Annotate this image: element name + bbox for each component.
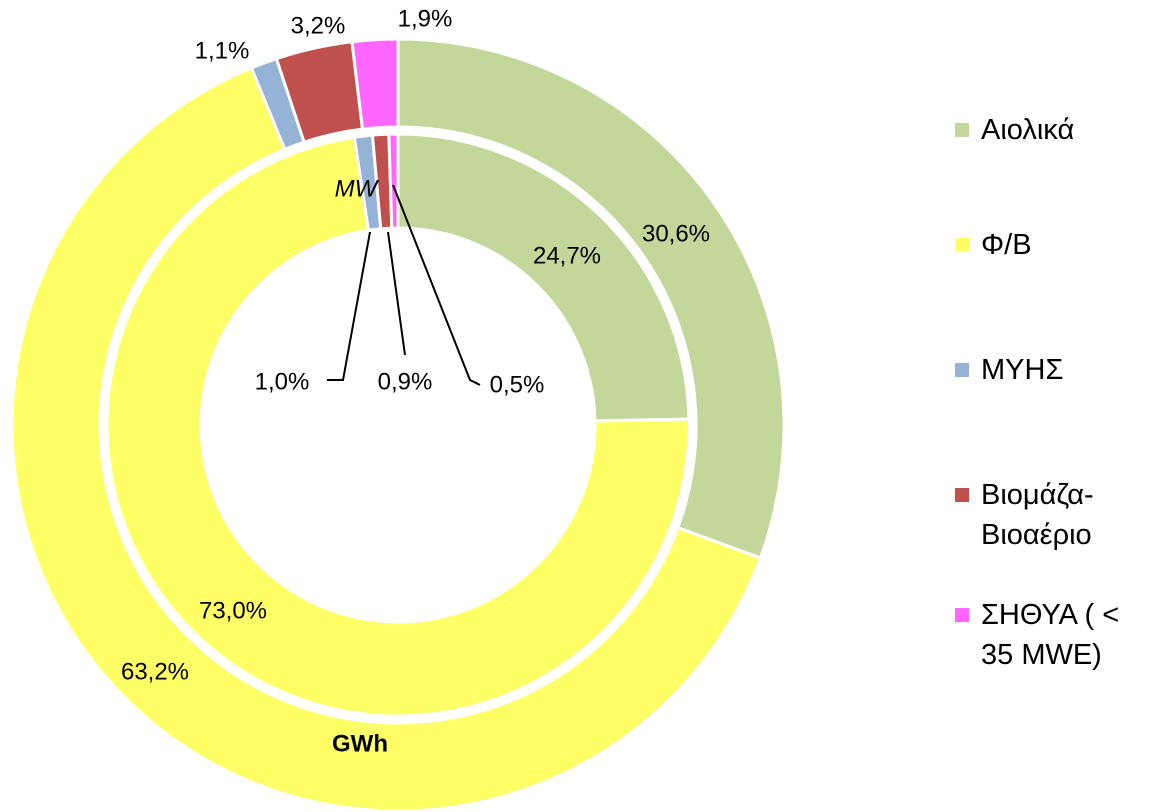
data-label: 1,0% (255, 368, 310, 395)
data-label: 24,7% (533, 242, 601, 269)
data-label: 0,5% (490, 371, 545, 398)
data-label: 1,1% (195, 37, 250, 64)
ring-label: GWh (332, 730, 388, 757)
wedge (396, 132, 691, 423)
legend-item: Αιολικά (955, 110, 1140, 150)
legend-label: ΜΥΗΣ (981, 354, 1064, 386)
legend-label: ΣΗΘΥΑ ( < 35 MWE) (981, 599, 1120, 671)
wedge (396, 37, 786, 560)
leader-line (392, 184, 481, 386)
legend-item: ΣΗΘΥΑ ( < 35 MWE) (955, 595, 1140, 675)
wedge (10, 65, 763, 812)
legend-item: Βιομάζα-Βιοαέριο (955, 475, 1140, 555)
data-label: 63,2% (121, 658, 189, 685)
wedge (105, 135, 691, 718)
data-label: 0,9% (378, 368, 433, 395)
ring-label: MW (335, 175, 380, 202)
data-label: 30,6% (642, 220, 710, 247)
data-label: 1,9% (398, 5, 453, 32)
leader-line (387, 231, 406, 356)
data-label: 73,0% (199, 597, 267, 624)
wedge (350, 37, 400, 131)
legend-swatch (955, 488, 969, 502)
legend-swatch (955, 608, 969, 622)
legend-item: ΜΥΗΣ (955, 350, 1140, 390)
legend-label: Φ/Β (981, 229, 1032, 261)
legend-label: Βιομάζα-Βιοαέριο (981, 479, 1094, 551)
chart: 30,6% 63,2% 1,1% 3,2% 1,9% 24,7% 73,0% 1,0% 0,9%… (10, 5, 786, 812)
legend-swatch (955, 238, 969, 252)
data-label: 3,2% (291, 12, 346, 39)
legend-swatch (955, 363, 969, 377)
legend-label: Αιολικά (981, 114, 1075, 146)
wedge (387, 132, 400, 230)
leader-line (327, 231, 371, 381)
legend-item: Φ/Β (955, 225, 1140, 265)
legend-swatch (955, 123, 969, 137)
